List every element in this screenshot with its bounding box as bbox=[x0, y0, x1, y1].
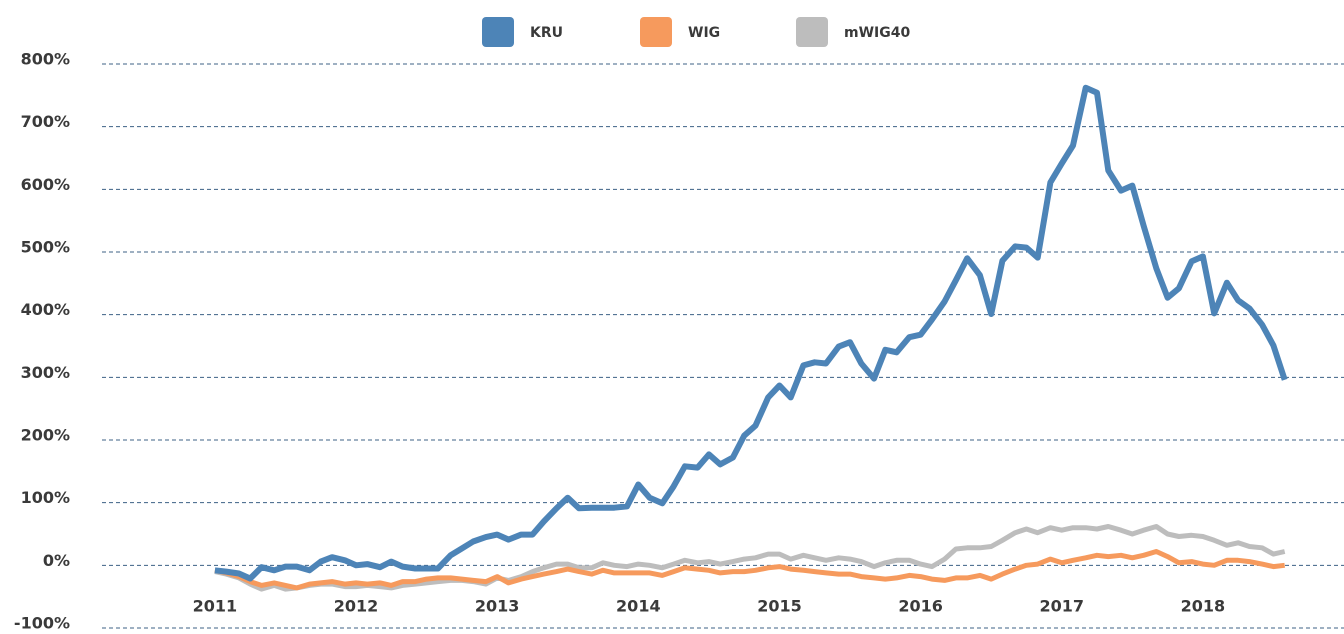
y-tick-label: 500% bbox=[21, 238, 70, 257]
x-tick-label: 2012 bbox=[334, 597, 379, 616]
x-tick-label: 2016 bbox=[898, 597, 943, 616]
legend-swatch bbox=[796, 17, 828, 47]
y-tick-label: -100% bbox=[14, 614, 70, 633]
y-tick-label: 700% bbox=[21, 112, 70, 131]
legend-label: WIG bbox=[688, 25, 720, 41]
legend-label: mWIG40 bbox=[844, 25, 910, 41]
y-tick-label: 800% bbox=[21, 50, 70, 69]
y-tick-label: 400% bbox=[21, 300, 70, 319]
legend-swatch bbox=[640, 17, 672, 47]
legend-swatch bbox=[482, 17, 514, 47]
y-tick-label: 0% bbox=[43, 551, 70, 570]
x-tick-label: 2017 bbox=[1039, 597, 1084, 616]
x-tick-label: 2013 bbox=[475, 597, 520, 616]
y-tick-label: 100% bbox=[21, 488, 70, 507]
y-tick-label: 600% bbox=[21, 175, 70, 194]
y-tick-label: 200% bbox=[21, 426, 70, 445]
series-line bbox=[214, 524, 1286, 592]
legend-label: KRU bbox=[530, 25, 563, 41]
x-tick-label: 2018 bbox=[1181, 597, 1226, 616]
y-tick-label: 300% bbox=[21, 363, 70, 382]
x-tick-label: 2015 bbox=[757, 597, 802, 616]
x-tick-label: 2014 bbox=[616, 597, 661, 616]
series-line bbox=[214, 549, 1285, 591]
x-tick-label: 2011 bbox=[193, 597, 238, 616]
series-line bbox=[214, 84, 1288, 582]
